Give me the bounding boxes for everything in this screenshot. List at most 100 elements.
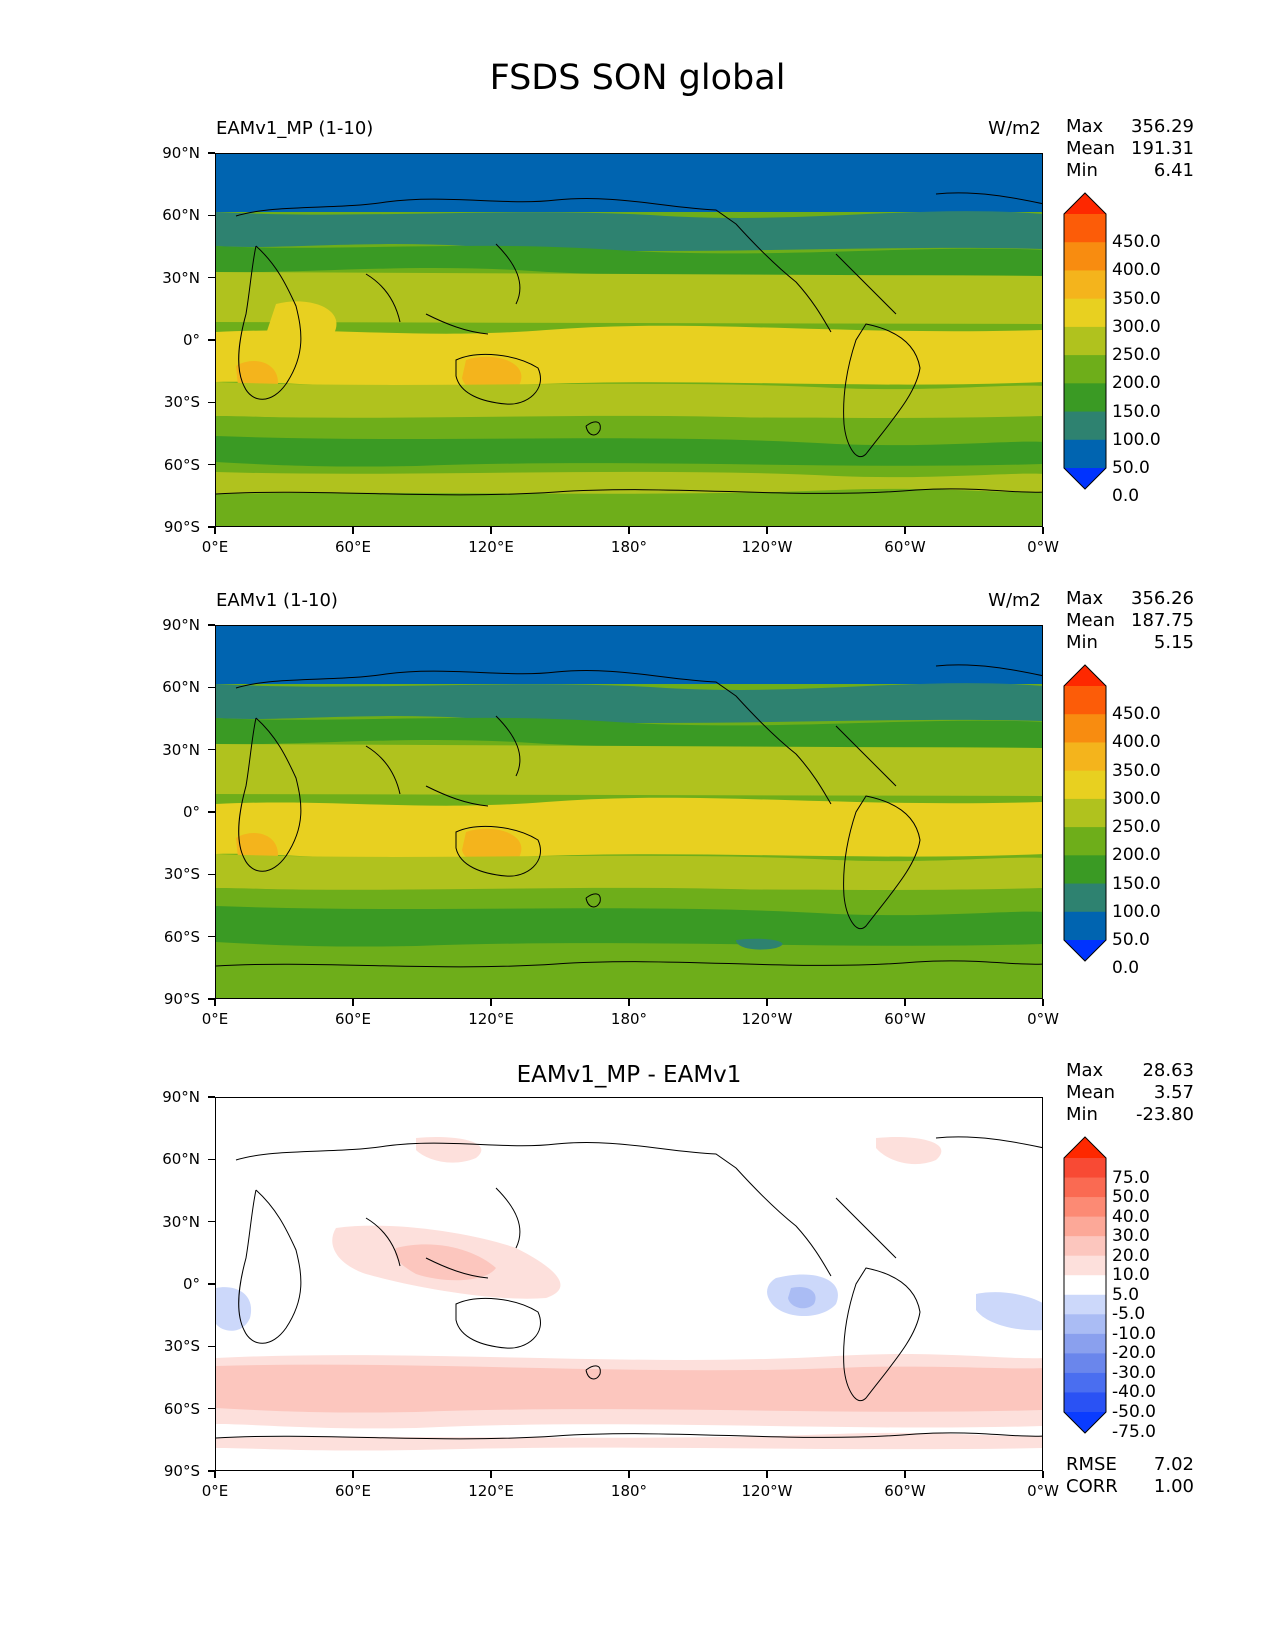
stats-block: Max 28.63 Mean 3.57 Min -23.80 (1066, 1060, 1194, 1126)
lon-tick (214, 1471, 216, 1478)
units-label: W/m2 (988, 118, 1041, 139)
lon-tick (628, 1471, 630, 1478)
colorbar-segment (1064, 411, 1106, 441)
lat-tick-label: 30°N (162, 740, 200, 759)
stat-value: -23.80 (1135, 1104, 1194, 1125)
lon-tick (214, 999, 216, 1006)
stat-label: Min (1066, 160, 1098, 181)
colorbar-tick-label: -20.0 (1112, 1343, 1156, 1364)
colorbar-segment (1064, 1294, 1106, 1315)
map-plot (215, 153, 1043, 527)
colorbar-segment (1064, 1353, 1106, 1374)
colorbar-segment (1064, 1333, 1106, 1354)
stat-value: 5.15 (1153, 632, 1194, 653)
lat-tick-label: 30°S (163, 1337, 200, 1356)
stat-row: Mean 3.57 (1066, 1082, 1194, 1104)
stats-block: Max 356.29 Mean 191.31 Min 6.41 (1066, 116, 1194, 182)
lon-tick (904, 999, 906, 1006)
stat-value: 191.31 (1131, 138, 1194, 159)
lon-tick (766, 999, 768, 1006)
lon-tick-label: 0°W (1027, 1482, 1059, 1500)
map-plot (215, 1097, 1043, 1471)
lon-tick-label: 60°E (334, 1482, 372, 1500)
lat-tick (208, 401, 215, 404)
lon-tick (490, 527, 492, 534)
lat-tick (208, 998, 215, 1000)
stat-row: Max 356.26 (1066, 588, 1194, 610)
lat-tick-label: 90°N (162, 616, 200, 634)
colorbar-segment (1064, 383, 1106, 413)
colorbar-outline (1063, 664, 1107, 962)
colorbar-tick-label: 250.0 (1112, 345, 1161, 366)
colorbar-segment (1064, 714, 1106, 743)
colorbar-segment (1064, 1372, 1106, 1393)
lat-tick-label: 0° (182, 1275, 200, 1293)
lat-tick (208, 339, 215, 341)
lon-tick-label: 0°W (1027, 1010, 1059, 1028)
colorbar-segment (1064, 1392, 1106, 1413)
lat-tick (208, 935, 215, 938)
stat-row: Mean 187.75 (1066, 610, 1194, 632)
lat-tick-label: 30°N (162, 1212, 200, 1231)
stat-row: Min -23.80 (1066, 1104, 1194, 1126)
colorbar-segment (1064, 798, 1106, 828)
colorbar-segment (1064, 1255, 1106, 1276)
lon-tick (1042, 999, 1044, 1006)
lon-tick-label: 120°W (741, 1010, 793, 1028)
colorbar-extend-max (1064, 193, 1106, 214)
stat-row: Min 5.15 (1066, 632, 1194, 654)
colorbar-tick-label: 5.0 (1112, 1284, 1140, 1305)
colorbar-tick-label: 10.0 (1112, 1265, 1150, 1286)
stat-label: Min (1066, 632, 1098, 653)
lon-tick (490, 1471, 492, 1478)
lat-tick (208, 873, 215, 876)
lon-tick-label: 0°E (201, 1010, 229, 1028)
stat-value: 1.00 (1153, 1476, 1194, 1497)
colorbar-tick-label: 350.0 (1112, 760, 1161, 781)
colorbar-segment (1064, 883, 1106, 913)
colorbar-segment (1064, 827, 1106, 856)
stat-value: 356.29 (1131, 116, 1194, 137)
figure-title: FSDS SON global (489, 58, 786, 98)
stat-row: Min 6.41 (1066, 160, 1194, 182)
units-label: W/m2 (988, 590, 1041, 611)
colorbar-tick-label: 0.0 (1112, 958, 1140, 979)
stat-row: CORR 1.00 (1066, 1476, 1194, 1498)
colorbar-segment (1064, 439, 1106, 469)
colorbar-tick-label: 350.0 (1112, 288, 1161, 309)
lon-tick (490, 999, 492, 1006)
colorbar-segment (1064, 1275, 1106, 1296)
colorbar-tick-label: 20.0 (1112, 1245, 1150, 1266)
lat-tick (208, 214, 215, 217)
lon-tick-label: 0°W (1027, 538, 1059, 556)
colorbar-segment (1064, 1158, 1106, 1179)
map-plot (215, 625, 1043, 999)
colorbar-tick-label: 50.0 (1112, 1187, 1150, 1208)
lon-tick-label: 180° (610, 1010, 648, 1028)
colorbar-tick-label: 250.0 (1112, 817, 1161, 838)
colorbar-tick-label: -50.0 (1112, 1402, 1156, 1422)
lon-tick-label: 180° (610, 538, 648, 556)
stats-block: Max 356.26 Mean 187.75 Min 5.15 (1066, 588, 1194, 654)
stat-label: Max (1066, 588, 1104, 609)
lat-tick-label: 90°S (163, 518, 200, 536)
colorbar-tick-label: -10.0 (1112, 1323, 1156, 1344)
colorbar-tick-label: 150.0 (1112, 873, 1161, 894)
colorbar-tick-label: 50.0 (1112, 930, 1150, 950)
lat-tick (208, 1158, 215, 1161)
lon-tick (1042, 1471, 1044, 1478)
panel-eamv1-mp: EAMv1_MP (1-10) W/m2 (0, 0, 1275, 556)
stat-row: Max 28.63 (1066, 1060, 1194, 1082)
stat-label: Min (1066, 1104, 1098, 1125)
panel-difference: EAMv1_MP - EAMv1 (0, 944, 1275, 1500)
stat-label: Max (1066, 1060, 1104, 1081)
colorbar-segment (1064, 855, 1106, 885)
colorbar-tick-label: 150.0 (1112, 401, 1161, 422)
lon-tick-label: 60°E (334, 538, 372, 556)
colorbar-segment (1064, 270, 1106, 300)
contour-map (216, 626, 1042, 998)
colorbar-segment (1064, 1314, 1106, 1335)
colorbar-segment (1064, 355, 1106, 384)
lat-tick (208, 748, 215, 751)
stat-value: 3.57 (1153, 1082, 1194, 1103)
